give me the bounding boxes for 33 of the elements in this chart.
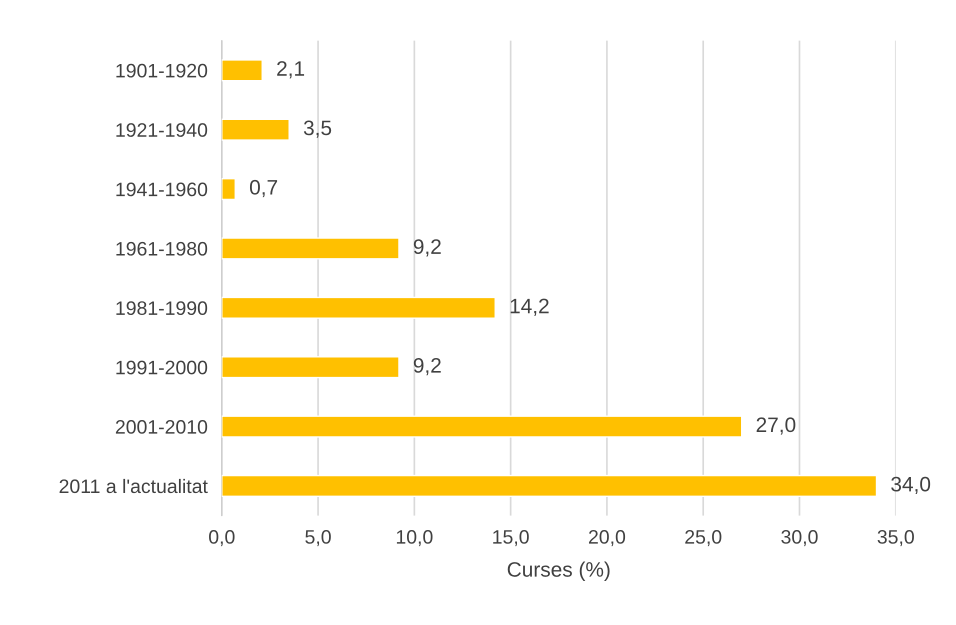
bar [222, 178, 236, 200]
data-label: 3,5 [304, 120, 332, 138]
x-tick-label: 35,0 [878, 530, 914, 546]
y-tick-label: 1941-1960 [116, 182, 208, 196]
y-tick-label: 2001-2010 [116, 420, 208, 434]
x-tick-label: 0,0 [209, 530, 235, 546]
bar [222, 356, 400, 378]
bar [222, 118, 290, 141]
x-tick-label: 25,0 [685, 530, 722, 546]
x-tick-label: 30,0 [781, 530, 818, 546]
bar [222, 296, 496, 319]
x-tick-label: 15,0 [493, 530, 529, 546]
y-tick-label: 1901-1920 [116, 64, 208, 78]
y-tick-label: 1961-1980 [116, 242, 208, 256]
x-tick-label: 20,0 [588, 530, 626, 546]
y-tick-label: 1921-1940 [116, 123, 208, 137]
x-tick-label: 10,0 [396, 530, 433, 546]
data-label: 9,2 [414, 239, 441, 256]
data-label: 34,0 [891, 476, 930, 494]
data-label: 2,1 [277, 61, 304, 78]
data-label: 0,7 [250, 180, 278, 198]
bar [222, 237, 400, 260]
data-label: 27,0 [756, 417, 796, 435]
y-tick-label: 1991-2000 [116, 360, 208, 374]
data-label: 14,2 [510, 298, 549, 316]
bar [222, 59, 263, 82]
y-tick-label: 2011 a l'actualitat [60, 478, 208, 494]
bar [222, 474, 878, 498]
data-label: 9,2 [414, 358, 441, 376]
x-tick-label: 5,0 [305, 530, 331, 546]
y-tick-label: 1981-1990 [116, 301, 208, 316]
bar [222, 415, 742, 438]
x-axis-title: Curses (%) [508, 562, 610, 581]
